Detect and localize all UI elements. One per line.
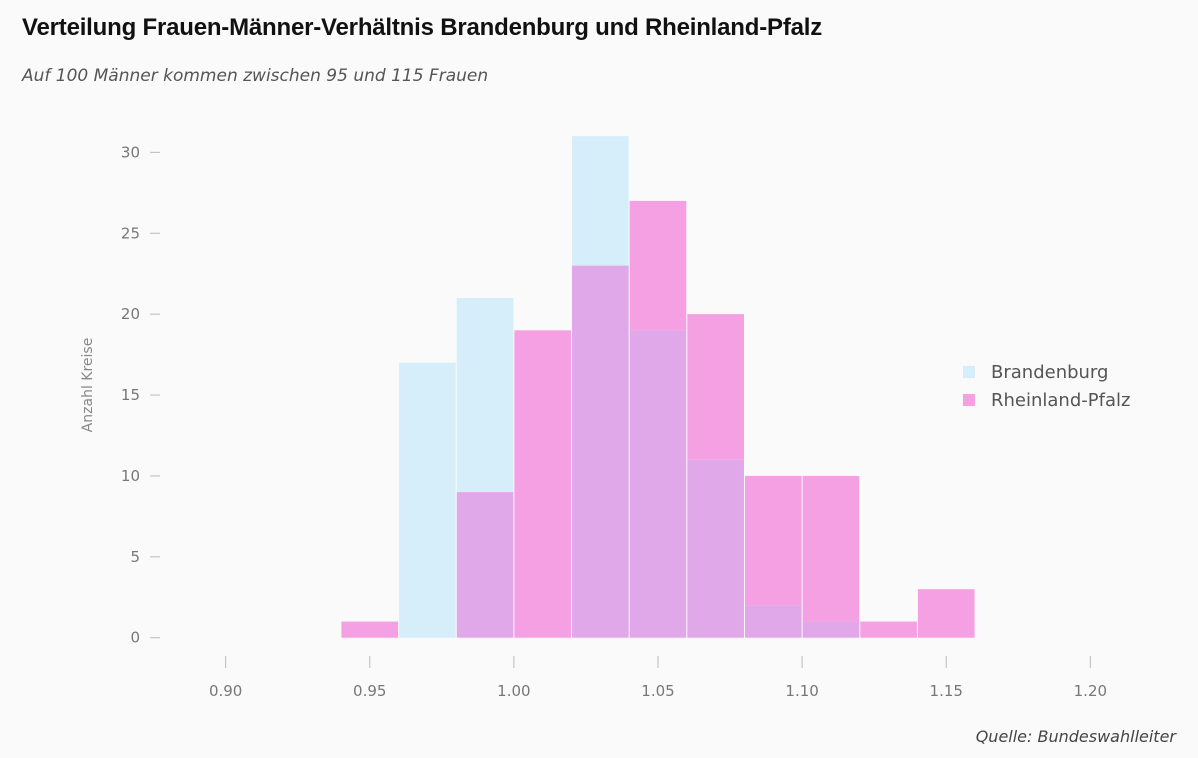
legend: Brandenburg Rheinland-Pfalz <box>963 362 1130 411</box>
bar-rheinland-pfalz <box>687 314 744 460</box>
y-tick-label: 15 <box>121 386 140 404</box>
bar-rheinland-pfalz <box>860 621 917 638</box>
x-tick-label: 1.10 <box>785 682 818 700</box>
y-tick-label: 10 <box>121 467 140 485</box>
y-axis-title: Anzahl Kreise <box>80 338 96 433</box>
y-tick-label: 30 <box>121 143 140 161</box>
legend-label: Rheinland-Pfalz <box>991 390 1130 411</box>
bar-overlap <box>687 459 744 638</box>
x-axis: 0.90 0.95 1.00 1.05 1.10 1.15 1.20 <box>209 656 1107 700</box>
x-tick-label: 1.00 <box>497 682 530 700</box>
x-tick-label: 1.15 <box>930 682 963 700</box>
y-tick-label: 5 <box>130 548 140 566</box>
bar-rheinland-pfalz <box>917 589 975 638</box>
bars-group <box>341 136 975 638</box>
x-tick-label: 0.95 <box>353 682 386 700</box>
source-note: Quelle: Bundeswahlleiter <box>975 727 1176 746</box>
x-tick-label: 1.20 <box>1074 682 1107 700</box>
y-tick-label: 0 <box>130 629 140 647</box>
bar-overlap <box>802 621 860 638</box>
y-axis: 0 5 10 15 20 25 30 <box>121 143 160 647</box>
y-tick-label: 25 <box>121 224 140 242</box>
legend-swatch <box>963 394 975 406</box>
bar-rheinland-pfalz <box>802 475 860 622</box>
bar-overlap <box>744 605 802 638</box>
y-tick-label: 20 <box>121 305 140 323</box>
bar-rheinland-pfalz <box>341 621 399 638</box>
bar-brandenburg <box>456 297 514 493</box>
bar-brandenburg <box>399 362 456 638</box>
x-tick-label: 0.90 <box>209 682 242 700</box>
legend-swatch <box>963 366 975 378</box>
chart-subtitle: Auf 100 Männer kommen zwischen 95 und 11… <box>22 66 489 86</box>
x-tick-label: 1.05 <box>641 682 674 700</box>
bar-rheinland-pfalz <box>629 200 687 331</box>
chart-title: Verteilung Frauen-Männer-Verhältnis Bran… <box>22 14 823 41</box>
bar-brandenburg <box>572 136 629 266</box>
bar-overlap <box>456 492 514 638</box>
bar-overlap <box>629 330 687 638</box>
bar-rheinland-pfalz <box>744 475 802 606</box>
legend-label: Brandenburg <box>991 362 1108 383</box>
bar-rheinland-pfalz <box>514 330 572 638</box>
bar-overlap <box>572 265 629 638</box>
